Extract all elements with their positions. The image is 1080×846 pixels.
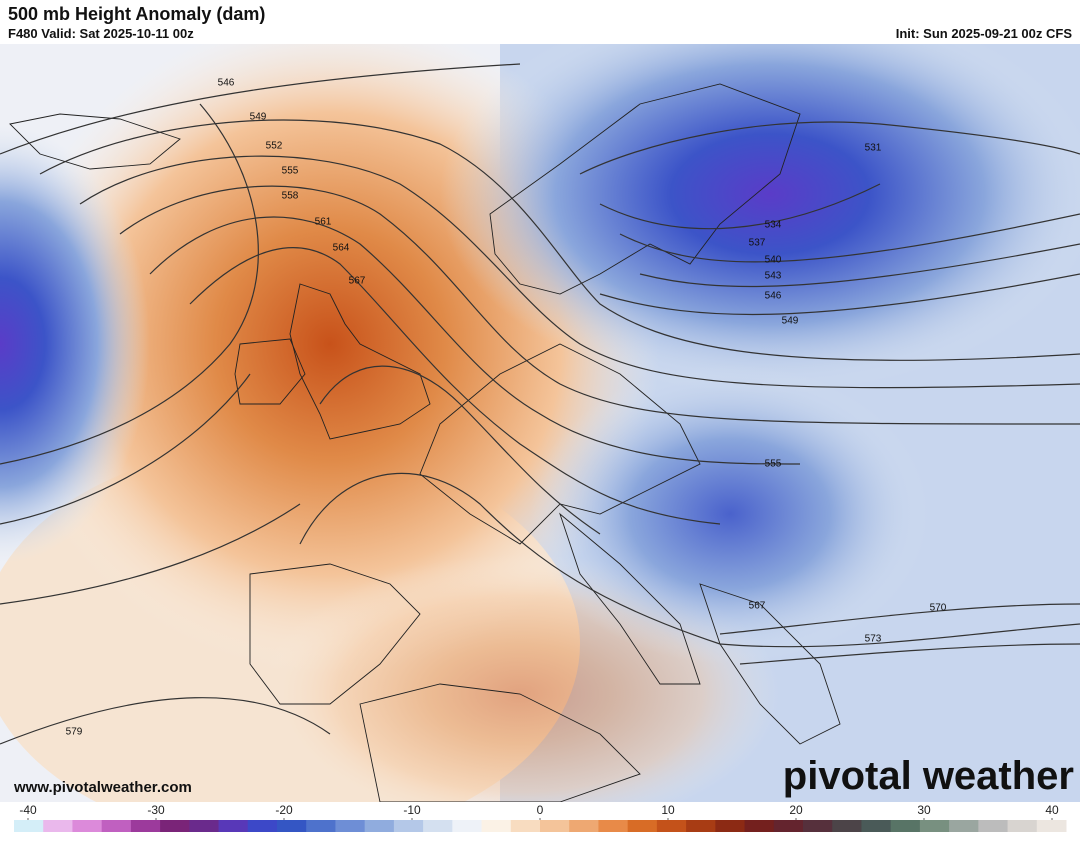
color-swatch xyxy=(1036,820,1067,832)
color-swatch xyxy=(335,820,366,832)
contour-label: 552 xyxy=(266,141,283,152)
color-swatch xyxy=(14,820,44,832)
negative-anomaly xyxy=(440,44,1080,394)
color-swatch xyxy=(306,820,336,832)
color-swatch xyxy=(72,820,103,832)
color-swatch xyxy=(656,820,687,832)
color-swatch xyxy=(218,820,249,832)
color-swatch xyxy=(452,820,483,832)
contour-label: 555 xyxy=(282,166,299,177)
color-swatch xyxy=(773,820,804,832)
website: www.pivotalweather.com xyxy=(13,779,192,796)
color-swatch xyxy=(364,820,395,832)
colorbar: -40 -30 -20 -10 0 10 20 30 40 xyxy=(14,803,1067,832)
title: 500 mb Height Anomaly (dam) xyxy=(8,4,266,24)
color-swatch xyxy=(686,820,716,832)
color-swatch xyxy=(861,820,892,832)
color-swatch xyxy=(803,820,833,832)
color-swatch xyxy=(715,820,746,832)
color-swatch xyxy=(1007,820,1038,832)
contour-label: 573 xyxy=(865,634,882,645)
color-swatch xyxy=(919,820,950,832)
color-swatch xyxy=(978,820,1009,832)
color-swatch xyxy=(598,820,629,832)
coastlines xyxy=(9,83,841,802)
contour-label: 531 xyxy=(865,143,882,154)
colorbar-tick-label: -40 xyxy=(19,803,37,817)
color-swatch xyxy=(43,820,73,832)
colorbar-tick-label: 0 xyxy=(537,803,544,817)
contour-label: 555 xyxy=(765,459,782,470)
contour-label: 567 xyxy=(749,601,766,612)
contour-label: 546 xyxy=(218,78,235,89)
negative-anomaly xyxy=(0,124,150,564)
color-swatch xyxy=(481,820,512,832)
contour-label: 579 xyxy=(66,727,83,738)
color-swatch xyxy=(569,820,599,832)
color-swatch xyxy=(393,820,424,832)
logo: pivotal weather xyxy=(783,754,1074,798)
init-time: Init: Sun 2025-09-21 00z CFS xyxy=(895,26,1072,41)
color-swatch xyxy=(510,820,541,832)
contour-label: 549 xyxy=(250,112,267,123)
color-swatch xyxy=(189,820,220,832)
map: 546 549 552 555 558 561 564 567 531 534 … xyxy=(0,44,1080,802)
color-swatch xyxy=(247,820,278,832)
color-swatch xyxy=(277,820,307,832)
colorbar-tick-label: -30 xyxy=(147,803,165,817)
colorbar-tick-label: 10 xyxy=(661,803,675,817)
contours xyxy=(0,63,1080,745)
valid-time: F480 Valid: Sat 2025-10-11 00z xyxy=(8,26,194,41)
colorbar-tick-label: 40 xyxy=(1045,803,1059,817)
colorbar-tick-label: -10 xyxy=(403,803,421,817)
colorbar-tick-label: -20 xyxy=(275,803,293,817)
color-swatch xyxy=(130,820,161,832)
negative-anomaly xyxy=(530,364,930,664)
contour-label: 534 xyxy=(765,220,782,231)
contour-label: 540 xyxy=(765,255,782,266)
contour-label: 561 xyxy=(315,217,332,228)
color-swatch xyxy=(101,820,132,832)
contour-label: 543 xyxy=(765,271,782,282)
color-swatch xyxy=(832,820,862,832)
contour-label: 567 xyxy=(349,276,366,287)
color-swatch xyxy=(423,820,453,832)
contour-labels: 546 549 552 555 558 561 564 567 531 534 … xyxy=(66,78,947,738)
color-swatch xyxy=(160,820,190,832)
color-swatch xyxy=(949,820,979,832)
colorbar-tick-label: 30 xyxy=(917,803,931,817)
contour-label: 558 xyxy=(282,191,299,202)
color-swatch xyxy=(540,820,570,832)
color-swatch xyxy=(890,820,921,832)
contour-label: 537 xyxy=(749,238,766,249)
colorbar-tick-label: 20 xyxy=(789,803,803,817)
contour-label: 570 xyxy=(930,603,947,614)
contour-label: 549 xyxy=(782,316,799,327)
contour-label: 564 xyxy=(333,243,350,254)
color-swatch xyxy=(744,820,775,832)
color-swatch xyxy=(627,820,658,832)
contour-label: 546 xyxy=(765,291,782,302)
